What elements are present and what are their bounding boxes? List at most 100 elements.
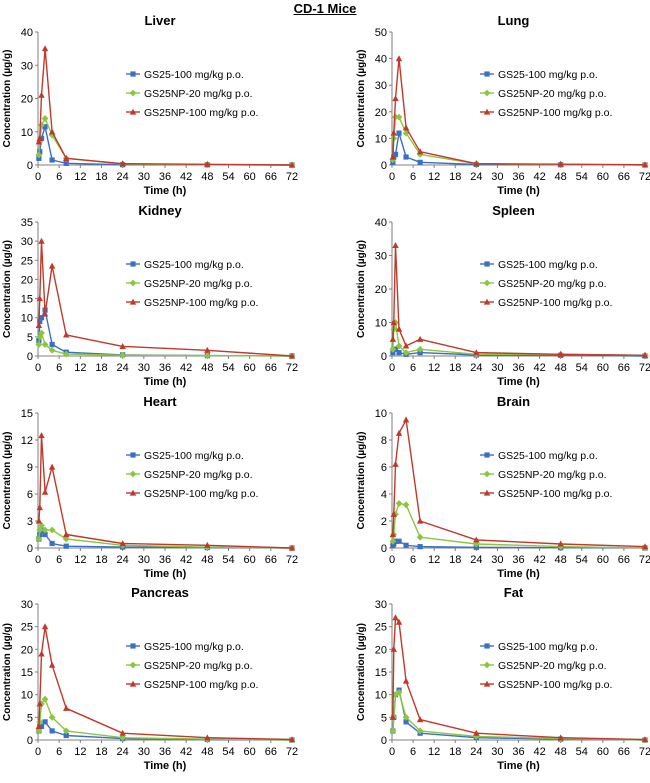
series-line (392, 321, 646, 356)
y-tick-label: 10 (375, 133, 387, 145)
x-tick-label: 42 (180, 171, 192, 183)
data-point (204, 734, 211, 741)
data-point (41, 526, 49, 534)
y-tick-label: 15 (21, 408, 33, 420)
legend-item: GS25NP-20 mg/kg p.o. (126, 278, 253, 290)
data-point (402, 349, 410, 357)
data-point (48, 128, 56, 135)
data-point (63, 331, 70, 338)
data-point (41, 310, 49, 317)
x-tick-label: 72 (639, 171, 650, 183)
series-3 (389, 416, 649, 550)
legend-item: GS25NP-20 mg/kg p.o. (480, 660, 607, 672)
x-tick-label: 0 (35, 171, 41, 183)
x-tick-label: 36 (512, 171, 524, 183)
data-point (389, 156, 397, 164)
y-tick-label: 30 (21, 236, 33, 248)
x-tick-label: 72 (286, 171, 298, 183)
y-tick-label: 40 (21, 27, 33, 39)
series-1 (390, 687, 648, 743)
data-point (389, 537, 397, 545)
x-tick-label: 48 (201, 554, 213, 566)
y-tick-label: 30 (375, 251, 387, 263)
y-tick-label: 2 (381, 516, 387, 528)
data-point (62, 727, 70, 735)
data-point (41, 488, 49, 495)
x-axis-label: Time (h) (497, 568, 540, 580)
x-tick-label: 30 (491, 746, 503, 758)
x-tick-label: 42 (180, 554, 192, 566)
x-tick-label: 42 (533, 171, 545, 183)
x-tick-label: 24 (117, 746, 129, 758)
data-point (395, 689, 403, 696)
legend-item: GS25NP-100 mg/kg p.o. (126, 107, 258, 119)
legend-label: GS25NP-20 mg/kg p.o. (498, 469, 607, 481)
data-point (38, 91, 45, 98)
legend-item: GS25NP-100 mg/kg p.o. (480, 488, 612, 500)
x-tick-label: 0 (35, 362, 41, 374)
data-point (288, 352, 296, 359)
legend-item: GS25-100 mg/kg p.o. (126, 259, 244, 271)
x-tick-label: 72 (286, 362, 298, 374)
data-point (63, 732, 69, 739)
legend-marker (484, 643, 490, 649)
x-tick-label: 12 (74, 746, 86, 758)
data-point (396, 538, 402, 544)
legend-marker (483, 89, 491, 97)
x-tick-label: 54 (576, 171, 588, 183)
data-point (119, 729, 126, 736)
data-point (396, 350, 402, 356)
y-tick-label: 4 (381, 489, 387, 501)
series-line (38, 309, 293, 357)
x-tick-label: 66 (265, 362, 277, 374)
legend-marker (129, 680, 137, 687)
legend-marker (483, 680, 491, 687)
x-tick-label: 12 (428, 746, 440, 758)
y-tick-label: 20 (21, 94, 33, 106)
x-tick-label: 24 (470, 554, 482, 566)
data-point (395, 342, 403, 350)
x-tick-label: 60 (597, 554, 609, 566)
data-point (62, 350, 70, 358)
x-tick-label: 0 (35, 554, 41, 566)
chart-title: Kidney (138, 203, 182, 218)
chart-title: Brain (497, 394, 530, 409)
x-tick-label: 72 (286, 554, 298, 566)
data-point (557, 350, 564, 357)
data-point (390, 129, 397, 136)
data-point (396, 130, 402, 136)
x-tick-label: 48 (555, 746, 567, 758)
chart-panel-lung: 0 10 20 30 40 50 0 6 12 18 24 30 36 42 48 54 60 66 72 Lung T… (356, 13, 650, 197)
series-line (392, 691, 646, 741)
legend-label: GS25NP-20 mg/kg p.o. (498, 88, 607, 100)
data-point (41, 45, 49, 52)
data-point (62, 535, 70, 543)
x-tick-label: 12 (74, 554, 86, 566)
series-3 (35, 432, 296, 551)
legend-marker (484, 452, 490, 458)
data-point (63, 531, 70, 538)
data-point (38, 432, 45, 439)
y-tick-label: 20 (375, 284, 387, 296)
x-tick-label: 18 (95, 171, 107, 183)
series-3 (35, 45, 296, 168)
x-tick-label: 54 (576, 362, 588, 374)
data-point (119, 343, 126, 350)
x-tick-label: 36 (512, 362, 524, 374)
y-tick-label: 0 (27, 351, 33, 363)
x-tick-label: 6 (410, 362, 416, 374)
legend-item: GS25NP-20 mg/kg p.o. (126, 660, 253, 672)
y-tick-label: 10 (375, 318, 387, 330)
y-tick-label: 25 (21, 255, 33, 267)
x-tick-label: 18 (449, 554, 461, 566)
data-point (35, 517, 43, 524)
series-line (38, 721, 293, 741)
legend-marker (129, 298, 137, 305)
data-point (473, 536, 480, 543)
data-point (49, 540, 55, 547)
y-axis-label: Concentration (µg/g) (356, 50, 367, 148)
x-tick-label: 6 (56, 171, 62, 183)
data-point (36, 135, 43, 141)
